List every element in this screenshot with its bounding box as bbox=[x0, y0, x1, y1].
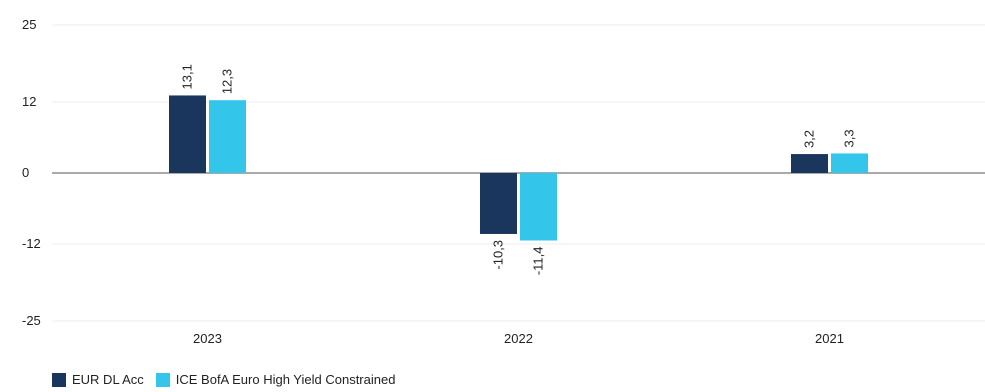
x-axis-ticks: 2023 2022 2021 bbox=[193, 331, 844, 346]
y-tick-label: -25 bbox=[22, 313, 41, 328]
y-tick-label: 12 bbox=[22, 94, 36, 109]
legend-label-series-2: ICE BofA Euro High Yield Constrained bbox=[175, 372, 396, 387]
data-label: 13,1 bbox=[180, 64, 195, 89]
bar-2022-series-1 bbox=[480, 173, 517, 234]
bar-2021-series-2 bbox=[831, 153, 868, 173]
data-labels: 13,1 12,3 -10,3 -11,4 3,2 3,3 bbox=[180, 64, 857, 275]
bar-2021-series-1 bbox=[791, 154, 828, 173]
grid-lines bbox=[52, 24, 985, 322]
legend: EUR DL Acc ICE BofA Euro High Yield Cons… bbox=[52, 372, 407, 387]
data-label: -10,3 bbox=[491, 240, 506, 270]
y-tick-label: 25 bbox=[22, 17, 36, 32]
legend-item-series-2: ICE BofA Euro High Yield Constrained bbox=[155, 372, 396, 387]
y-tick-label: 0 bbox=[22, 165, 29, 180]
legend-item-series-1: EUR DL Acc bbox=[52, 372, 144, 387]
legend-swatch-series-1 bbox=[52, 372, 66, 387]
y-tick-label: -12 bbox=[22, 236, 41, 251]
x-tick-label: 2021 bbox=[815, 331, 844, 346]
bar-2023-series-2 bbox=[209, 100, 246, 173]
data-label: 12,3 bbox=[220, 69, 235, 94]
bars bbox=[169, 95, 868, 241]
data-label: -11,4 bbox=[531, 246, 546, 275]
x-tick-label: 2023 bbox=[193, 331, 222, 346]
data-label: 3,3 bbox=[842, 129, 857, 147]
data-label: 3,2 bbox=[802, 130, 817, 148]
y-axis-ticks: 25 12 0 -12 -25 bbox=[22, 17, 41, 328]
legend-swatch-series-2 bbox=[155, 372, 170, 387]
x-tick-label: 2022 bbox=[504, 331, 533, 346]
bar-2022-series-2 bbox=[520, 173, 557, 241]
legend-label-series-1: EUR DL Acc bbox=[72, 372, 144, 387]
bar-2023-series-1 bbox=[169, 95, 206, 173]
